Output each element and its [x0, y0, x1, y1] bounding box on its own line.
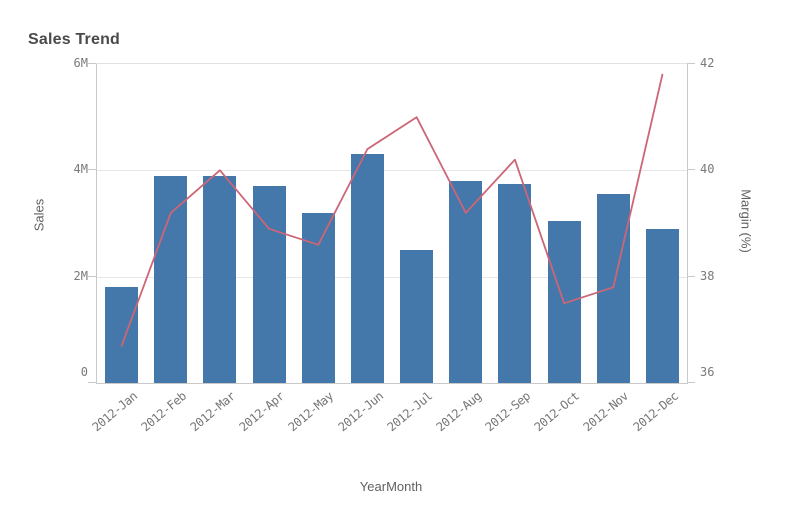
right-tick-label: 38 [700, 268, 715, 283]
x-label-2012-Jul[interactable]: 2012-Jul [384, 389, 435, 435]
gridline [97, 170, 687, 172]
bar-slot [146, 64, 195, 383]
bar-slot [589, 64, 638, 383]
right-tick-label: 40 [700, 162, 715, 177]
x-label-2012-Dec[interactable]: 2012-Dec [630, 389, 681, 435]
x-axis-title: YearMonth [359, 479, 423, 494]
bar-2012-Jan[interactable] [105, 287, 139, 383]
left-tick-mark [88, 169, 96, 171]
margin-line[interactable] [120, 73, 664, 347]
x-label-2012-Apr[interactable]: 2012-Apr [236, 389, 288, 435]
x-label-2012-Jun[interactable]: 2012-Jun [335, 389, 386, 435]
bar-2012-Mar[interactable] [203, 175, 237, 383]
x-label-2012-Feb[interactable]: 2012-Feb [138, 389, 189, 435]
x-axis-labels: 2012-Jan 2012-Feb 2012-Mar 2012-Apr 2012-May… [89, 383, 686, 453]
left-tick-label: 0 [80, 365, 88, 379]
x-label-2012-Sep[interactable]: 2012-Sep [482, 389, 533, 435]
x-label-2012-Oct[interactable]: 2012-Oct [531, 389, 583, 435]
right-tick-mark [687, 382, 695, 383]
bar-2012-Apr[interactable] [252, 186, 286, 383]
bar-series [97, 64, 687, 383]
left-axis-title: Sales [31, 198, 47, 232]
left-tick-mark [88, 63, 96, 64]
bar-slot [245, 64, 294, 383]
left-tick-label: 6M [73, 56, 88, 70]
left-tick-label: 2M [73, 268, 88, 283]
right-axis-title: Margin (%) [738, 189, 754, 253]
right-tick-mark [687, 169, 695, 171]
right-tick-mark [687, 275, 695, 277]
bar-2012-Sep[interactable] [498, 183, 532, 383]
bar-2012-Jul[interactable] [400, 250, 434, 383]
bar-2012-Jun[interactable] [350, 154, 384, 383]
bar-slot [195, 64, 244, 383]
bar-2012-Dec[interactable] [645, 228, 679, 383]
gridline [97, 276, 687, 278]
x-label-2012-Mar[interactable]: 2012-Mar [187, 389, 238, 435]
right-tick-label: 36 [700, 365, 715, 379]
x-label-2012-Jan[interactable]: 2012-Jan [89, 389, 140, 435]
bar-slot [343, 64, 392, 383]
bar-slot [392, 64, 441, 383]
bar-2012-Feb[interactable] [154, 175, 188, 383]
x-label-2012-Nov[interactable]: 2012-Nov [580, 389, 632, 435]
right-tick-label: 42 [700, 56, 715, 70]
bar-slot [97, 64, 146, 383]
right-tick-mark [687, 63, 695, 64]
chart-title: Sales Trend [28, 31, 121, 48]
plot-area [96, 63, 688, 384]
left-tick-mark [88, 382, 96, 383]
left-tick-mark [88, 275, 96, 277]
bar-slot [638, 64, 687, 383]
bar-2012-Nov[interactable] [596, 194, 630, 383]
x-label-2012-Aug[interactable]: 2012-Aug [433, 389, 484, 435]
left-tick-label: 4M [73, 162, 88, 177]
x-label-2012-May[interactable]: 2012-May [285, 389, 337, 435]
bar-slot [490, 64, 539, 383]
bar-2012-Aug[interactable] [449, 181, 483, 383]
line-series[interactable] [97, 64, 687, 383]
bar-slot [441, 64, 490, 383]
